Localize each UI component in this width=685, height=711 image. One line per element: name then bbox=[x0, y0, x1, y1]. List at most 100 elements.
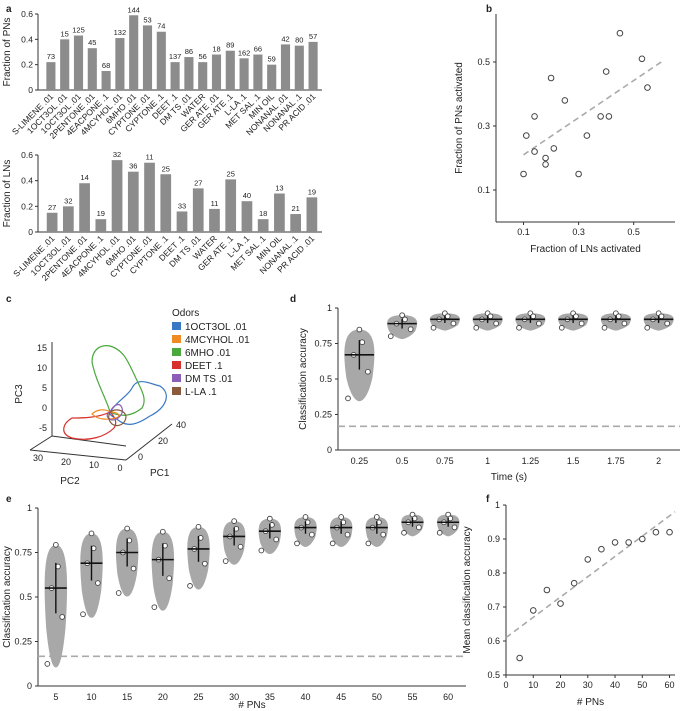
bar bbox=[60, 39, 70, 90]
trial-point bbox=[302, 514, 309, 520]
bar-count-label: 125 bbox=[72, 26, 85, 35]
trial-point bbox=[222, 558, 229, 564]
y-tick-label: 0.75 bbox=[314, 339, 332, 349]
trial-point bbox=[159, 528, 166, 535]
pc3-tick: 15 bbox=[37, 343, 47, 353]
trial-point bbox=[578, 320, 585, 327]
bar bbox=[156, 31, 166, 90]
pc2-axis-label: PC2 bbox=[60, 476, 80, 487]
x-tick-label: 0.25 bbox=[351, 456, 369, 466]
bar bbox=[129, 15, 139, 91]
data-point bbox=[575, 170, 582, 178]
bar bbox=[280, 44, 291, 90]
trial-point bbox=[115, 590, 122, 596]
bar bbox=[115, 38, 125, 90]
trial-point bbox=[387, 333, 394, 340]
bar-count-label: 86 bbox=[185, 47, 193, 56]
x-axis-label: # PNs bbox=[577, 697, 604, 708]
legend-swatch bbox=[172, 322, 181, 330]
pca-trajectories bbox=[63, 345, 167, 440]
x-tick-label: 1.25 bbox=[522, 456, 540, 466]
trial-point bbox=[294, 540, 300, 547]
y-tick-label: 0.5 bbox=[19, 592, 32, 602]
data-point bbox=[529, 607, 537, 614]
bar-count-label: 27 bbox=[48, 203, 56, 212]
trial-point bbox=[615, 313, 622, 320]
bar-count-label: 137 bbox=[169, 52, 182, 61]
trial-point bbox=[399, 312, 405, 319]
bar-count-label: 15 bbox=[61, 29, 69, 38]
pc1-axis-label: PC1 bbox=[150, 468, 170, 479]
bar bbox=[73, 35, 84, 90]
trial-point bbox=[402, 316, 408, 323]
data-point bbox=[638, 55, 646, 63]
bar bbox=[257, 219, 269, 232]
bar-count-label: 53 bbox=[143, 15, 151, 24]
data-point bbox=[542, 154, 549, 162]
pc2-tick: 30 bbox=[33, 453, 43, 463]
legend-item: 6MHO .01 bbox=[172, 348, 231, 359]
trial-point bbox=[130, 565, 137, 572]
bar bbox=[46, 212, 58, 232]
trajectory-deet bbox=[63, 411, 117, 440]
x-tick-label: 2 bbox=[656, 456, 661, 466]
bar-count-label: 45 bbox=[88, 38, 96, 47]
trial-point bbox=[266, 515, 273, 522]
trial-point bbox=[530, 313, 537, 320]
bar-count-label: 14 bbox=[80, 173, 88, 182]
mean-accuracy-scatter: 0 10 20 30 40 50 60 0.5 0.6 0.7 0.8 0.9 1 # PNs Mean c… bbox=[462, 500, 676, 708]
y-axis-label: Fraction of PNs activated bbox=[454, 62, 465, 174]
trial-point bbox=[344, 531, 351, 538]
trial-point bbox=[658, 313, 665, 320]
trial-point bbox=[493, 320, 500, 327]
bar-count-label: 57 bbox=[309, 32, 317, 41]
y-axis-label: Fraction of PNs bbox=[2, 18, 13, 87]
bar bbox=[144, 162, 155, 232]
time-accuracy-violin-plot: 0 0.25 0.5 0.75 1 0.25 0.5 0.75 1 1.25 1.5 1.75 2 Tim… bbox=[298, 303, 680, 483]
data-point bbox=[597, 113, 604, 120]
bar bbox=[170, 62, 180, 90]
bar-count-label: 42 bbox=[281, 34, 289, 43]
bar-count-label: 74 bbox=[157, 22, 165, 31]
bar bbox=[142, 25, 153, 90]
legend-item: 4MCYHOL .01 bbox=[172, 335, 250, 346]
x-tick-label: 10 bbox=[528, 680, 538, 690]
bar-count-label: 18 bbox=[212, 45, 220, 54]
y-tick-label: 0 bbox=[27, 681, 32, 691]
trial-point bbox=[309, 531, 315, 538]
x-tick-label: 40 bbox=[610, 680, 620, 690]
x-tick-label: 0 bbox=[503, 680, 508, 690]
y-tick-label: 0.25 bbox=[314, 410, 332, 420]
legend-label: DM TS .01 bbox=[185, 374, 233, 385]
data-point bbox=[547, 74, 555, 82]
data-point bbox=[561, 97, 569, 104]
bar bbox=[127, 171, 139, 232]
bar-count-label: 32 bbox=[113, 150, 121, 159]
bar bbox=[306, 197, 318, 232]
x-tick-label: 45 bbox=[336, 692, 346, 702]
data-point bbox=[638, 535, 646, 543]
bar bbox=[211, 54, 222, 90]
bar bbox=[62, 206, 74, 232]
x-tick-label: 0.5 bbox=[627, 227, 640, 237]
trajectory-6mho bbox=[91, 345, 145, 416]
panel-label-d: d bbox=[290, 294, 296, 305]
bar bbox=[87, 48, 97, 90]
y-tick-label: 0.6 bbox=[21, 9, 33, 19]
y-tick-label: 0 bbox=[28, 85, 33, 95]
bar bbox=[192, 188, 204, 232]
bar bbox=[294, 45, 304, 90]
bar-count-label: 11 bbox=[146, 153, 154, 162]
trial-point bbox=[430, 324, 437, 331]
bar-count-label: 73 bbox=[47, 52, 55, 61]
trial-point bbox=[80, 611, 86, 618]
y-tick-label: 0 bbox=[28, 227, 33, 237]
data-point bbox=[516, 654, 523, 662]
data-point bbox=[625, 539, 632, 546]
y-tick-label: 0.3 bbox=[477, 121, 490, 131]
x-tick-label: 1.75 bbox=[607, 456, 625, 466]
trend-line bbox=[523, 61, 662, 156]
